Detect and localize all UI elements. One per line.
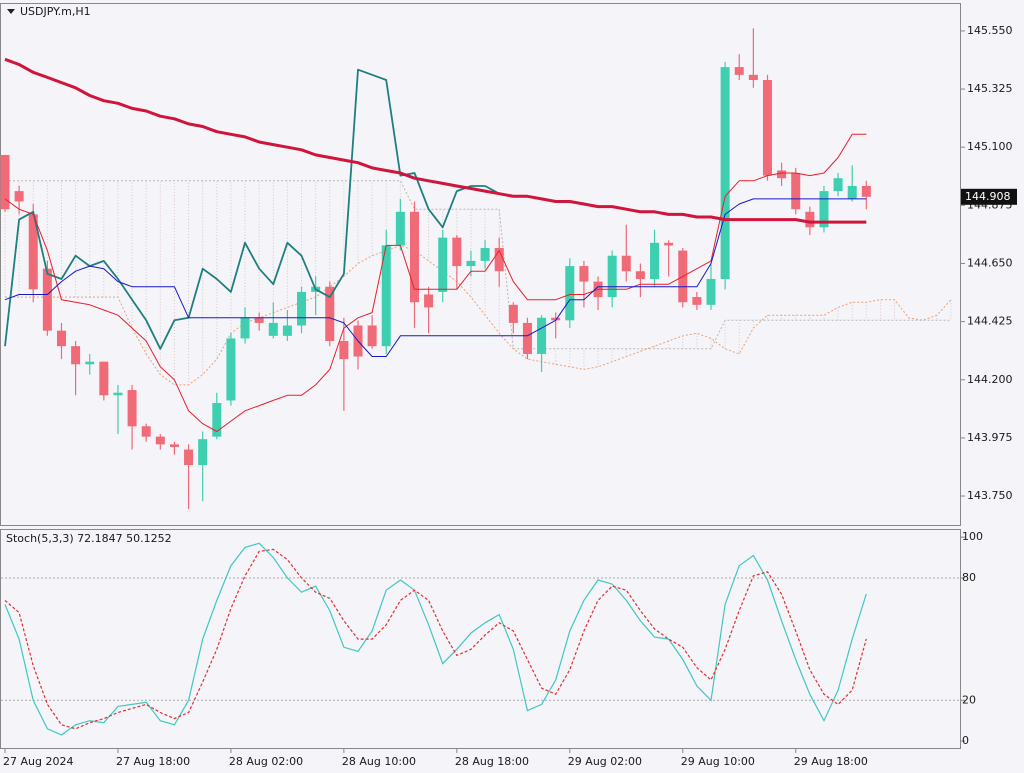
price-box	[961, 188, 1017, 205]
main-panel-frame	[0, 3, 961, 526]
indicator-line	[4, 57, 867, 224]
candle-body	[565, 266, 575, 321]
y-tick-label: 145.100	[967, 140, 1013, 153]
candle-body	[791, 173, 801, 210]
candle-body	[847, 185, 857, 199]
y-tick-label: 144.425	[967, 315, 1013, 328]
y-tick-label: 144.650	[967, 256, 1013, 269]
candle-body	[621, 255, 631, 272]
candle-body	[706, 278, 716, 305]
stoch-panel-frame	[0, 529, 961, 749]
candle-body	[282, 325, 292, 336]
candle-body	[748, 74, 758, 81]
stoch-line	[4, 548, 867, 730]
x-tick-label: 27 Aug 18:00	[116, 755, 190, 768]
candle-body	[720, 67, 730, 279]
candle-body	[452, 237, 462, 267]
candle-body	[537, 317, 547, 354]
candle-body	[664, 242, 674, 246]
candle-body	[466, 260, 476, 267]
x-tick-label: 29 Aug 10:00	[681, 755, 755, 768]
candle-body	[777, 170, 787, 179]
candle-body	[28, 214, 38, 290]
indicator-line	[4, 133, 867, 432]
cloud-span-a	[5, 244, 952, 386]
candle-body	[819, 191, 829, 228]
candle-body	[254, 317, 264, 323]
candle-body	[607, 255, 617, 298]
x-tick-label: 28 Aug 02:00	[229, 755, 303, 768]
y-tick-label: 144.200	[967, 373, 1013, 386]
candle-body	[141, 426, 151, 437]
candle-body	[127, 390, 137, 427]
indicator-line	[4, 198, 867, 357]
candle-body	[805, 211, 815, 228]
candle-body	[381, 245, 391, 347]
candle-body	[367, 325, 377, 347]
candle-body	[551, 317, 561, 321]
candle-body	[155, 436, 165, 445]
candle-body	[424, 294, 434, 308]
candle-body	[169, 444, 179, 447]
candle-body	[833, 178, 843, 192]
candle-body	[85, 361, 95, 365]
candle-body	[56, 330, 66, 347]
candle-body	[325, 286, 335, 342]
chart-title: USDJPY.m,H1	[20, 5, 91, 18]
candle-body	[14, 191, 24, 202]
y-tick-label: 143.750	[967, 489, 1013, 502]
candle-body	[99, 361, 109, 396]
candle-body	[240, 317, 250, 339]
y-tick-label: 20	[962, 693, 976, 706]
candle-body	[692, 297, 702, 305]
cloud-span-b	[5, 180, 951, 350]
candle-body	[650, 242, 660, 279]
candle-body	[113, 392, 123, 396]
plot-layer: 145.550145.325145.100144.875144.650144.4…	[0, 24, 1017, 768]
candle-body	[522, 322, 532, 354]
x-tick-label: 27 Aug 2024	[3, 755, 73, 768]
candle-body	[297, 291, 307, 326]
y-tick-label: 80	[962, 571, 976, 584]
candle-body	[762, 80, 772, 176]
candle-body	[268, 322, 278, 336]
candle-body	[198, 439, 208, 466]
symbol-menu-icon	[7, 9, 15, 14]
stoch-title: Stoch(5,3,3) 72.1847 50.1252	[6, 532, 172, 545]
y-tick-label: 145.325	[967, 82, 1013, 95]
y-tick-label: 143.975	[967, 431, 1013, 444]
y-tick-label: 100	[962, 530, 983, 543]
x-tick-label: 28 Aug 10:00	[342, 755, 416, 768]
price-label: 144.908	[965, 190, 1011, 203]
y-tick-label: 145.550	[967, 24, 1013, 37]
candle-body	[395, 211, 405, 246]
candle-body	[861, 185, 871, 197]
candle-body	[339, 341, 349, 360]
x-tick-label: 29 Aug 02:00	[568, 755, 642, 768]
candle-body	[226, 338, 236, 401]
candle-body	[438, 237, 448, 292]
candle-body	[71, 346, 81, 365]
candle-body	[409, 211, 419, 303]
candle-body	[635, 271, 645, 279]
y-tick-label: 0	[962, 734, 969, 747]
candle-body	[494, 247, 504, 272]
candle-body	[42, 268, 52, 331]
candle-body	[734, 67, 744, 75]
candle-body	[212, 403, 222, 437]
candle-body	[184, 449, 194, 466]
x-tick-label: 29 Aug 18:00	[794, 755, 868, 768]
candle-body	[480, 247, 490, 261]
candle-body	[508, 304, 518, 323]
candle-body	[579, 266, 589, 282]
x-tick-label: 28 Aug 18:00	[455, 755, 529, 768]
candle-body	[0, 154, 10, 210]
